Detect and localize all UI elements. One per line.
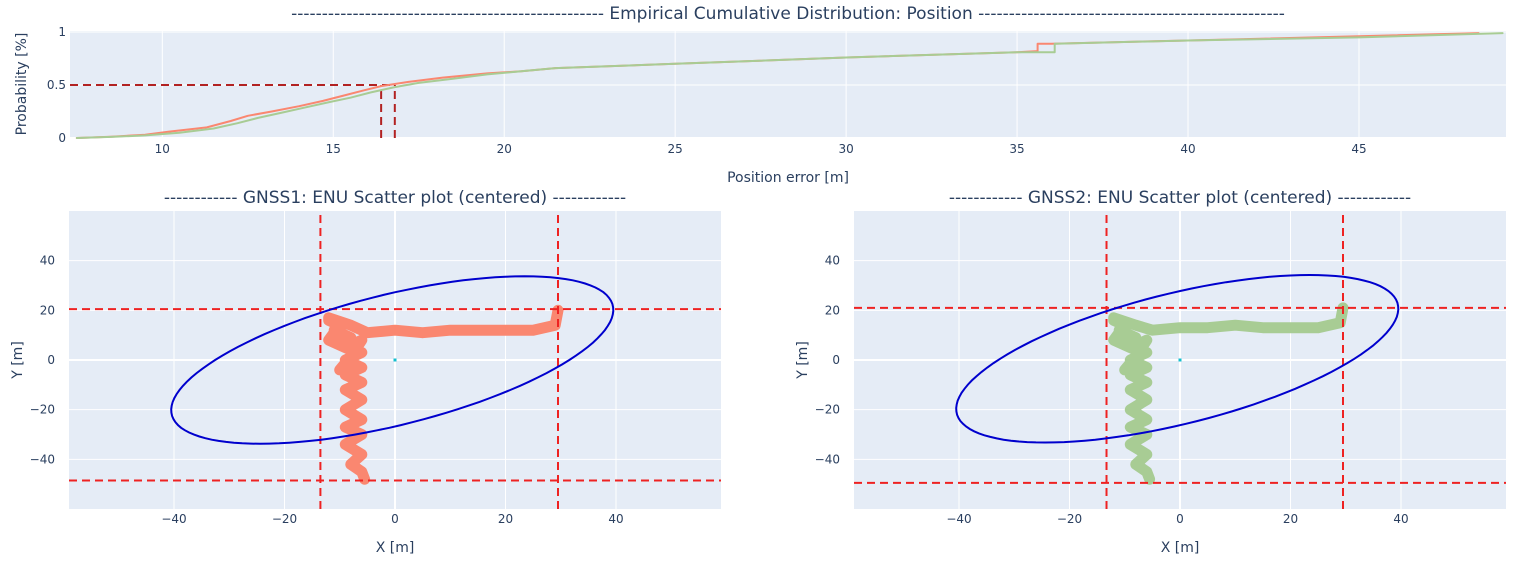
ecdf-y-tick-label: 0 [58,131,66,145]
gnss2-panel: ------------ GNSS2: ENU Scatter plot (ce… [795,188,1506,556]
gnss1-panel: ------------ GNSS1: ENU Scatter plot (ce… [10,188,721,556]
ecdf-y-axis-label: Probability [%] [14,33,30,136]
gnss2-x-tick-label: 20 [1283,512,1298,526]
gnss2-y-tick-label: −40 [815,452,840,466]
gnss2-y-tick-label: 40 [825,254,840,268]
gnss2-y-tick-label: 20 [825,303,840,317]
gnss2-x-tick-label: −20 [1057,512,1082,526]
ecdf-y-tick-label: 0.5 [47,78,66,92]
gnss2-confidence-ellipse [955,273,1400,444]
gnss2-x-tick-label: −40 [946,512,971,526]
ecdf-x-tick-label: 10 [155,142,170,156]
gnss2-x-tick-label: 0 [1176,512,1184,526]
ecdf-x-tick-label: 15 [326,142,341,156]
ecdf-x-tick-label: 40 [1180,142,1195,156]
gnss2-y-axis-label: Y [m] [795,341,811,380]
gnss1-x-axis-label: X [m] [376,540,415,556]
gnss2-y-tick-label: −20 [815,403,840,417]
ecdf-x-axis-label: Position error [m] [727,170,849,186]
gnss2-y-tick-label: 0 [832,353,840,367]
gnss2-center-point [1178,358,1182,362]
gnss1-y-tick-label: 20 [40,303,55,317]
ecdf-x-tick-label: 45 [1351,142,1366,156]
gnss1-y-tick-label: 0 [47,353,55,367]
gnss1-x-tick-label: −20 [272,512,297,526]
gnss1-y-tick-label: 40 [40,254,55,268]
gnss2-x-tick-label: 40 [1393,512,1408,526]
gnss1-x-tick-label: −40 [161,512,186,526]
gnss1-series-0 [323,304,564,485]
gnss1-y-tick-label: −20 [30,403,55,417]
gnss2-series-0 [1108,302,1349,485]
ecdf-x-tick-label: 35 [1009,142,1024,156]
ecdf-x-tick-label: 30 [838,142,853,156]
gnss1-center-point [393,358,397,362]
ecdf-x-tick-label: 20 [497,142,512,156]
gnss1-x-tick-label: 0 [391,512,399,526]
gnss1-y-axis-label: Y [m] [10,341,26,380]
gnss1-x-tick-label: 20 [498,512,513,526]
ecdf-title: ----------------------------------------… [291,4,1285,24]
gnss1-y-tick-label: −40 [30,452,55,466]
ecdf-panel: ----------------------------------------… [14,4,1506,186]
gnss2-title: ------------ GNSS2: ENU Scatter plot (ce… [949,188,1411,208]
ecdf-series-1 [75,32,1504,139]
ecdf-series-0 [75,32,1480,139]
gnss1-x-tick-label: 40 [608,512,623,526]
gnss1-confidence-ellipse [170,275,615,445]
ecdf-x-tick-label: 25 [668,142,683,156]
ecdf-y-tick-label: 1 [58,25,66,39]
gnss1-title: ------------ GNSS1: ENU Scatter plot (ce… [164,188,626,208]
gnss2-x-axis-label: X [m] [1161,540,1200,556]
